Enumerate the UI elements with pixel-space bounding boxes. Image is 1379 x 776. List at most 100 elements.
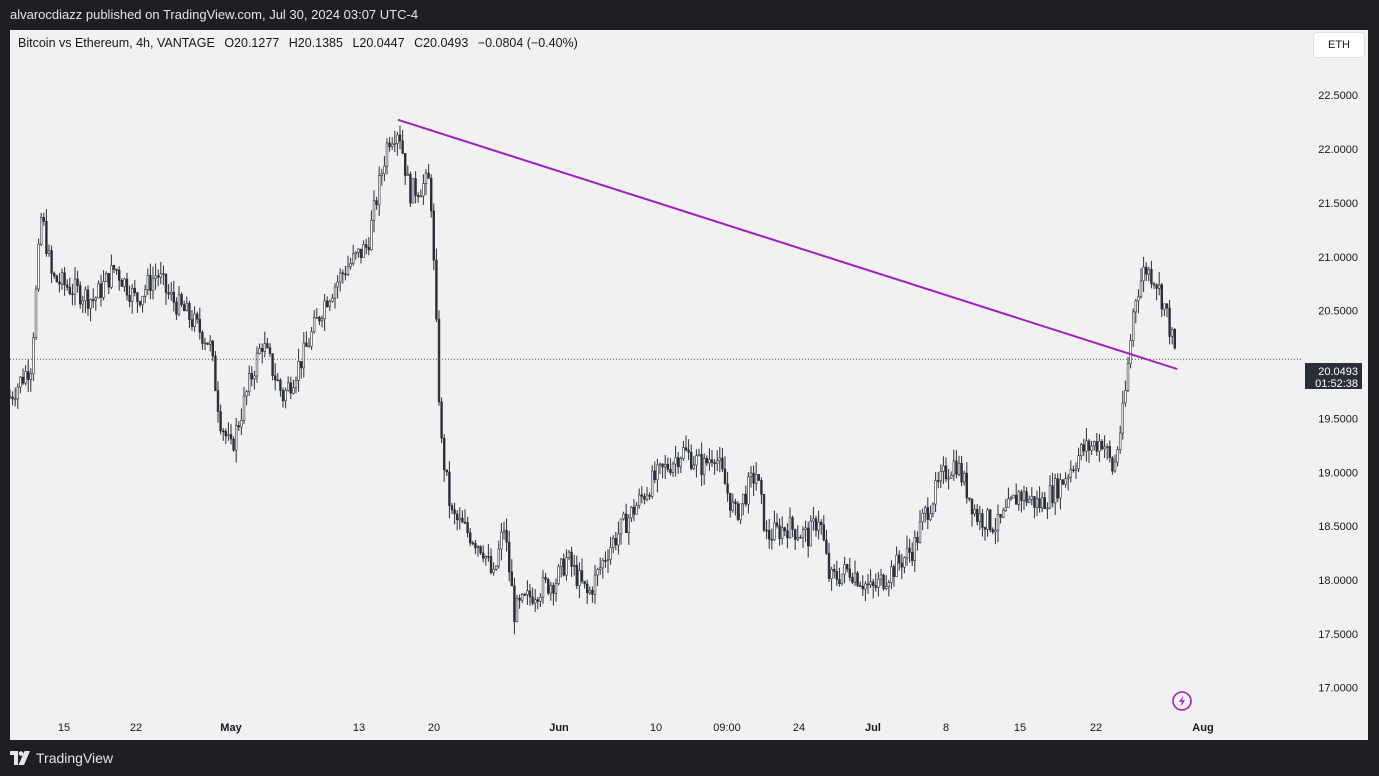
candle-body — [346, 266, 350, 276]
lightning-icon[interactable] — [1172, 691, 1192, 711]
candle-body — [874, 585, 878, 588]
candle-body — [118, 269, 121, 281]
candle-body — [84, 289, 87, 302]
candle-body — [133, 287, 137, 294]
candle-body — [128, 294, 131, 302]
time-tick-label: 22 — [1090, 722, 1102, 734]
candle-body — [900, 562, 904, 568]
candle-body — [640, 494, 644, 497]
candle-body — [726, 483, 729, 494]
candle-body — [825, 539, 828, 554]
time-tick-label: Aug — [1192, 722, 1213, 734]
candle-body — [162, 273, 165, 276]
candle-body — [700, 454, 703, 476]
currency-badge[interactable]: ETH — [1314, 33, 1364, 57]
candle-body — [913, 537, 917, 562]
candle-body — [531, 596, 534, 604]
candle-body — [507, 541, 511, 573]
candle-body — [248, 373, 251, 392]
candle-body — [1069, 469, 1073, 478]
candle-body — [541, 577, 545, 598]
candle-body — [723, 468, 727, 485]
candlestick-chart[interactable]: 23.000022.500022.000021.500021.000020.50… — [10, 30, 1368, 740]
candle-body — [975, 508, 979, 522]
candle-body — [1150, 268, 1153, 285]
candle-body — [487, 556, 490, 558]
candle-body — [1027, 499, 1031, 503]
candle-body — [739, 503, 742, 520]
candle-body — [1067, 476, 1070, 480]
candle-body — [86, 289, 90, 309]
candle-body — [528, 590, 532, 598]
candle-body — [359, 248, 363, 258]
candle-body — [351, 253, 355, 264]
time-tick-label: 10 — [650, 722, 662, 734]
candle-body — [864, 583, 867, 590]
candle-body — [115, 269, 118, 271]
candle-body — [367, 246, 370, 251]
symbol-name[interactable]: Bitcoin vs Ethereum, 4h, VANTAGE — [18, 36, 215, 50]
candle-body — [1139, 280, 1143, 298]
candle-body — [261, 348, 264, 352]
candle-body — [533, 599, 537, 604]
candle-body — [372, 200, 376, 221]
candle-body — [242, 395, 246, 421]
candle-body — [138, 301, 142, 306]
tradingview-logo-icon — [10, 751, 30, 765]
candle-body — [988, 509, 992, 530]
candle-body — [458, 517, 461, 521]
candle-body — [635, 505, 638, 515]
candle-body — [170, 291, 173, 295]
candle-body — [1171, 329, 1174, 337]
candle-body — [419, 195, 422, 198]
candle-body — [276, 379, 279, 382]
candle-body — [944, 465, 948, 480]
chart-area[interactable]: 23.000022.500022.000021.500021.000020.50… — [10, 30, 1368, 740]
time-axis[interactable]: 15 22 May 13 20 Jun 10 09:00 24 Jul 8 15 22 Aug — [58, 722, 1214, 734]
candle-body — [632, 506, 636, 515]
candle-body — [783, 527, 787, 532]
candle-body — [497, 548, 500, 567]
candle-body — [437, 318, 441, 403]
candle-body — [845, 564, 849, 570]
candle-body — [328, 301, 331, 307]
candle-body — [237, 425, 240, 428]
ohlc-close: C20.0493 — [414, 36, 469, 50]
price-axis[interactable]: 23.000022.500022.000021.500021.000020.50… — [1318, 36, 1358, 694]
candle-body — [910, 552, 914, 562]
candle-body — [175, 301, 178, 315]
candle-body — [110, 265, 113, 288]
candle-body — [318, 316, 321, 322]
candle-body — [515, 597, 519, 622]
trendline-drawing[interactable] — [397, 119, 1178, 370]
candle-body — [224, 431, 227, 437]
time-tick-label: 24 — [793, 722, 805, 734]
footer-bar: TradingView — [0, 742, 1379, 776]
candle-body — [240, 420, 243, 428]
candle-body — [923, 507, 927, 514]
candle-body — [107, 273, 111, 288]
candle-body — [684, 447, 688, 451]
candle-body — [216, 390, 220, 412]
candle-body — [598, 567, 602, 570]
candle-body — [801, 529, 805, 538]
candle-body — [55, 275, 59, 283]
candle-body — [1137, 296, 1140, 302]
candle-body — [203, 342, 207, 345]
candle-body — [682, 447, 685, 459]
tradingview-logo[interactable]: TradingView — [10, 750, 113, 766]
candle-body — [305, 342, 308, 347]
candle-body — [848, 568, 852, 578]
candle-body — [622, 513, 625, 520]
candle-body — [1145, 266, 1148, 275]
candle-body — [180, 294, 183, 305]
candle-body — [159, 273, 162, 278]
candle-body — [572, 564, 576, 567]
candle-body — [172, 291, 175, 303]
candle-body — [513, 585, 516, 622]
time-tick-label: Jul — [865, 722, 881, 734]
candle-body — [354, 252, 357, 255]
candle-body — [604, 560, 607, 562]
candle-body — [266, 343, 269, 348]
candle-body — [741, 493, 745, 505]
